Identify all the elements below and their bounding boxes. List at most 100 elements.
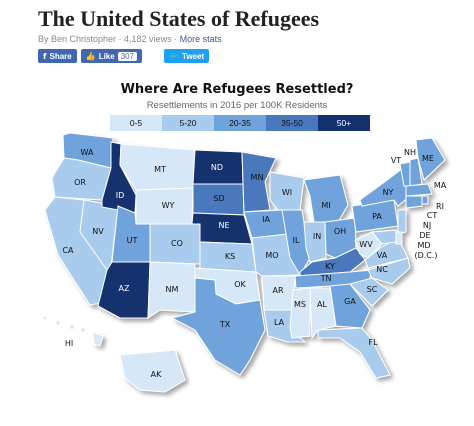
label-ne: NE xyxy=(218,221,229,230)
label-sc: SC xyxy=(367,285,378,294)
facebook-icon: f xyxy=(43,51,47,61)
state-ms[interactable] xyxy=(289,287,311,339)
label-mi: MI xyxy=(321,201,330,210)
label-ri: RI xyxy=(436,202,444,211)
social-buttons: f Share 👍 Like 307 🐦 Tweet xyxy=(38,49,210,65)
facebook-share-button[interactable]: f Share xyxy=(38,49,77,63)
label-ks: KS xyxy=(225,252,235,261)
label-nh: NH xyxy=(404,148,416,157)
state-fl[interactable] xyxy=(317,327,391,379)
label-dc: (D.C.) xyxy=(414,251,437,260)
label-nc: NC xyxy=(376,265,388,274)
label-ia: IA xyxy=(262,215,270,224)
facebook-like-button[interactable]: 👍 Like 307 xyxy=(80,49,143,63)
hawaii-island xyxy=(69,324,75,330)
label-ak: AK xyxy=(151,370,162,379)
state-ri[interactable] xyxy=(421,195,429,205)
hawaii-island xyxy=(55,320,61,326)
legend-label: 5-20 xyxy=(179,118,197,128)
label-fl: FL xyxy=(368,338,378,347)
state-al[interactable] xyxy=(309,287,337,340)
label-ut: UT xyxy=(127,236,138,245)
label-co: CO xyxy=(171,239,183,248)
label-ma: MA xyxy=(434,181,447,190)
label-ct: CT xyxy=(427,211,438,220)
label-wi: WI xyxy=(282,188,292,197)
map-title: Where Are Refugees Resettled? xyxy=(120,82,354,97)
label-nv: NV xyxy=(92,227,104,236)
state-ak[interactable] xyxy=(119,349,186,393)
state-ga[interactable] xyxy=(329,283,371,329)
legend-swatch-0: 0-5 xyxy=(110,115,162,131)
state-wv[interactable] xyxy=(354,231,383,259)
label-ar: AR xyxy=(272,286,283,295)
state-me[interactable] xyxy=(415,137,446,181)
label-mo: MO xyxy=(265,251,278,260)
article-title: The United States of Refugees xyxy=(38,6,320,31)
state-mi[interactable] xyxy=(303,174,349,223)
label-hi: HI xyxy=(65,339,73,348)
label-ca: CA xyxy=(62,246,74,255)
label-ga: GA xyxy=(344,297,356,306)
hawaii-island xyxy=(42,315,48,321)
state-tx[interactable] xyxy=(170,277,266,376)
label-wa: WA xyxy=(81,148,94,157)
legend-label: 20-35 xyxy=(229,118,251,128)
label-wv: WV xyxy=(359,240,373,249)
tweet-label: Tweet xyxy=(182,51,205,61)
label-vt: VT xyxy=(391,156,401,165)
state-nh[interactable] xyxy=(409,157,423,187)
label-id: ID xyxy=(116,191,125,200)
state-de[interactable] xyxy=(395,231,403,245)
tweet-button[interactable]: 🐦 Tweet xyxy=(164,49,210,63)
legend: 0-5 5-20 20-35 35-50 50+ xyxy=(110,115,370,131)
label-de: DE xyxy=(419,231,430,240)
state-mn[interactable] xyxy=(241,151,277,213)
state-in[interactable] xyxy=(303,221,327,263)
legend-swatch-4: 50+ xyxy=(318,115,370,131)
article-meta: By Ben Christopher · 4,182 views · More … xyxy=(38,34,222,44)
thumbs-up-icon: 👍 xyxy=(85,51,96,61)
label-in: IN xyxy=(313,232,321,241)
byline: By Ben Christopher · 4,182 views · xyxy=(38,34,178,44)
legend-swatch-1: 5-20 xyxy=(162,115,214,131)
legend-label: 0-5 xyxy=(129,118,143,128)
more-stats-link[interactable]: More stats xyxy=(179,34,222,44)
label-me: ME xyxy=(422,154,434,163)
label-al: AL xyxy=(317,300,327,309)
label-ky: KY xyxy=(325,262,335,271)
state-ny[interactable] xyxy=(359,167,411,207)
legend-swatch-2: 20-35 xyxy=(214,115,266,131)
label-il: IL xyxy=(293,236,300,245)
like-label: Like xyxy=(98,51,115,61)
state-nm[interactable] xyxy=(147,261,196,319)
legend-label: 35-50 xyxy=(281,118,303,128)
label-tn: TN xyxy=(320,274,332,283)
label-oh: OH xyxy=(334,227,346,236)
label-ms: MS xyxy=(294,300,306,309)
state-va[interactable] xyxy=(364,237,409,269)
label-ny: NY xyxy=(383,188,394,197)
share-label: Share xyxy=(49,51,72,61)
label-mn: MN xyxy=(251,173,264,182)
label-md: MD xyxy=(417,241,430,250)
label-nd: ND xyxy=(211,163,223,172)
state-hi[interactable] xyxy=(92,331,104,347)
label-nm: NM xyxy=(166,285,179,294)
state-ma[interactable] xyxy=(405,183,433,197)
label-az: AZ xyxy=(119,284,130,293)
legend-label: 50+ xyxy=(336,118,352,128)
state-sc[interactable] xyxy=(349,277,389,307)
label-nj: NJ xyxy=(423,221,431,230)
state-md[interactable] xyxy=(371,229,397,245)
label-va: VA xyxy=(377,251,388,260)
state-nj[interactable] xyxy=(397,209,407,235)
state-ct[interactable] xyxy=(405,195,423,209)
label-pa: PA xyxy=(372,212,382,221)
label-mt: MT xyxy=(154,165,166,174)
state-il[interactable] xyxy=(281,209,311,276)
like-count: 307 xyxy=(117,51,138,61)
label-ok: OK xyxy=(234,280,246,289)
map-subtitle: Resettlements in 2016 per 100K Residents xyxy=(146,100,328,111)
